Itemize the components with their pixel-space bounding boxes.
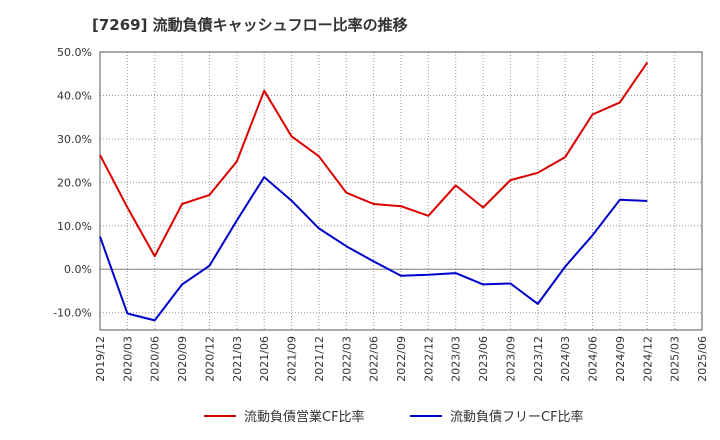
x-tick-label: 2019/12 <box>94 336 107 382</box>
x-tick-label: 2020/06 <box>149 336 162 382</box>
x-tick-label: 2022/03 <box>340 336 353 382</box>
plot-frame <box>99 51 703 331</box>
x-tick-label: 2021/06 <box>258 336 271 382</box>
x-tick-label: 2021/03 <box>231 336 244 382</box>
x-tick-label: 2023/09 <box>504 336 517 382</box>
x-tick-label: 2024/03 <box>559 336 572 382</box>
x-tick-label: 2021/09 <box>286 336 299 382</box>
x-tick-label: 2021/12 <box>313 336 326 382</box>
x-tick-label: 2023/06 <box>477 336 490 382</box>
x-tick-label: 2025/03 <box>669 336 682 382</box>
chart-title: [7269] 流動負債キャッシュフロー比率の推移 <box>92 16 408 34</box>
y-tick-label: -10.0% <box>53 307 92 320</box>
y-tick-label: 30.0% <box>57 133 92 146</box>
x-tick-label: 2023/03 <box>450 336 463 382</box>
legend-label-1: 流動負債フリーCF比率 <box>450 409 584 425</box>
x-tick-label: 2024/06 <box>587 336 600 382</box>
series-line-1 <box>99 176 648 322</box>
x-tick-label: 2024/12 <box>641 336 654 382</box>
y-tick-label: 40.0% <box>57 89 92 102</box>
x-tick-label: 2025/06 <box>696 336 709 382</box>
y-tick-label: 50.0% <box>57 46 92 59</box>
x-tick-label: 2020/09 <box>176 336 189 382</box>
y-tick-label: 10.0% <box>57 220 92 233</box>
series-line-0 <box>99 61 649 258</box>
y-tick-label: 20.0% <box>57 176 92 189</box>
legend-label-0: 流動負債営業CF比率 <box>244 409 365 425</box>
x-tick-label: 2022/09 <box>395 336 408 382</box>
x-tick-label: 2022/12 <box>422 336 435 382</box>
x-tick-label: 2023/12 <box>532 336 545 382</box>
x-tick-label: 2020/03 <box>121 336 134 382</box>
x-tick-label: 2024/09 <box>614 336 627 382</box>
x-tick-label: 2022/06 <box>368 336 381 382</box>
x-tick-label: 2020/12 <box>203 336 216 382</box>
y-tick-label: 0.0% <box>64 263 92 276</box>
